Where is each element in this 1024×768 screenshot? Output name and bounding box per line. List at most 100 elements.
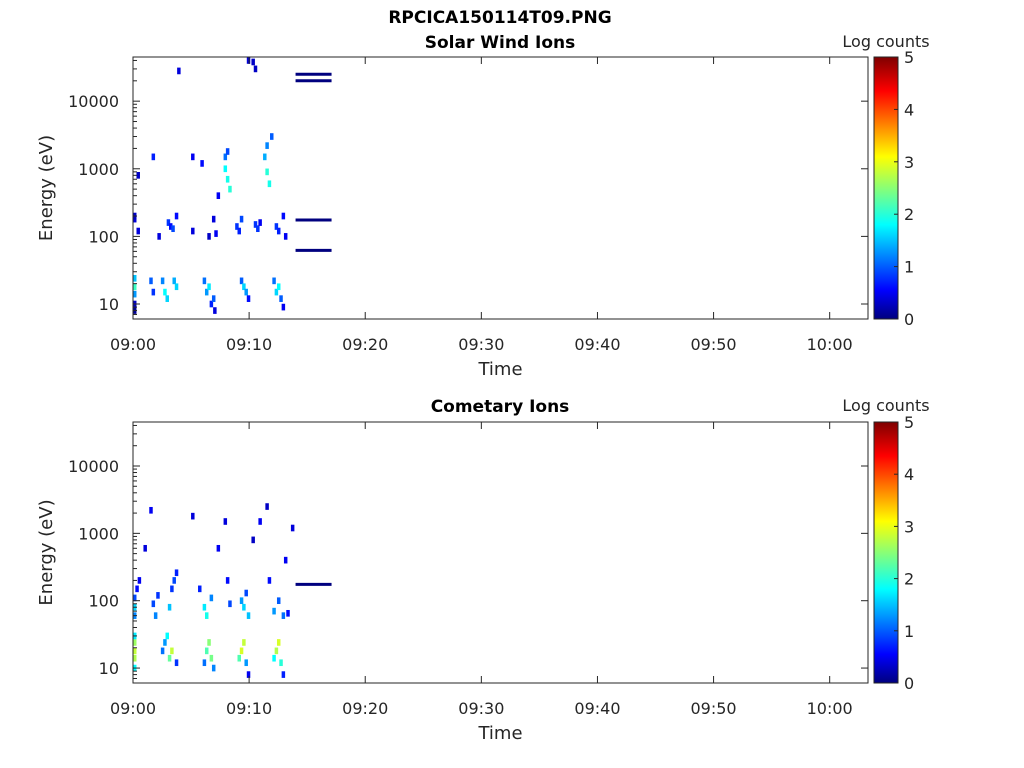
x-tick-label: 09:30 bbox=[458, 699, 504, 718]
heatmap-cell bbox=[235, 223, 239, 230]
heatmap-cell bbox=[151, 288, 156, 296]
plot-area bbox=[133, 57, 868, 319]
heatmap-cell bbox=[207, 639, 211, 646]
colorbar-tick-label: 3 bbox=[904, 517, 914, 536]
heatmap-cell bbox=[267, 577, 272, 584]
heatmap-cell bbox=[174, 569, 179, 577]
heatmap-cell bbox=[133, 654, 137, 662]
colorbar bbox=[873, 421, 899, 684]
heatmap-cell bbox=[242, 603, 246, 611]
heatmap-cell bbox=[149, 506, 153, 514]
heatmap-cell bbox=[191, 227, 195, 235]
x-tick-label: 09:10 bbox=[226, 699, 272, 718]
heatmap-cell bbox=[239, 647, 244, 655]
y-axis-label: Energy (eV) bbox=[36, 135, 57, 241]
heatmap-cell bbox=[267, 180, 272, 188]
y-tick-label: 10 bbox=[99, 659, 119, 678]
heatmap-cell bbox=[237, 654, 241, 662]
axes-box bbox=[132, 56, 869, 320]
heatmap-cell bbox=[276, 227, 281, 235]
heatmap-cell bbox=[213, 307, 217, 314]
heatmap-cell bbox=[207, 283, 211, 291]
heatmap-cell bbox=[153, 612, 158, 619]
heatmap-cell bbox=[276, 283, 281, 291]
colorbar-label: Log counts bbox=[842, 396, 929, 415]
heatmap-cell bbox=[270, 133, 274, 140]
heatmap-cell bbox=[256, 225, 260, 233]
heatmap-cell bbox=[149, 277, 153, 285]
colorbar bbox=[873, 56, 899, 320]
colorbar-tick-label: 0 bbox=[904, 674, 914, 693]
heatmap-cell bbox=[202, 277, 207, 285]
heatmap-cell bbox=[172, 577, 176, 584]
x-tick-label: 09:40 bbox=[574, 335, 620, 354]
colorbar-tick-label: 3 bbox=[904, 153, 914, 172]
heatmap-cell bbox=[160, 647, 165, 655]
heatmap-cell bbox=[272, 607, 276, 615]
heatmap-cell bbox=[216, 192, 221, 200]
heatmap-cell bbox=[171, 225, 175, 233]
x-tick-label: 09:20 bbox=[342, 335, 388, 354]
heatmap-cell bbox=[272, 277, 276, 285]
heatmap-cell bbox=[156, 592, 160, 599]
colorbar-tick-label: 2 bbox=[904, 205, 914, 224]
heatmap-cell bbox=[253, 65, 258, 73]
heatmap-cell bbox=[223, 165, 228, 173]
heatmap-cell bbox=[274, 223, 279, 230]
panel-solar-wind-ions: 09:00 09:10 09:20 09:30 09:40 09:50 10:0010100… bbox=[36, 32, 930, 380]
heatmap-cell bbox=[286, 609, 290, 617]
heatmap-cell bbox=[211, 664, 216, 672]
colorbar-tick-label: 4 bbox=[904, 100, 914, 119]
heatmap-cell bbox=[137, 577, 142, 584]
colorbar-tick-label: 4 bbox=[904, 465, 914, 484]
heatmap-cell bbox=[174, 659, 179, 667]
heatmap-cell bbox=[211, 215, 216, 223]
heatmap-cell bbox=[211, 295, 216, 302]
colorbar-label: Log counts bbox=[842, 32, 929, 51]
heatmap-cell bbox=[163, 639, 167, 646]
heatmap-cell bbox=[166, 219, 171, 226]
heatmap-cell bbox=[253, 221, 258, 228]
heatmap-cell bbox=[191, 153, 195, 161]
panel-cometary-ions: 09:00 09:10 09:20 09:30 09:40 09:50 10:0010100… bbox=[36, 396, 930, 744]
heatmap-cell bbox=[223, 153, 228, 161]
heatmap-cell bbox=[258, 219, 262, 226]
heatmap-cell bbox=[239, 215, 244, 223]
y-tick-label: 100 bbox=[88, 592, 119, 611]
heatmap-cell bbox=[258, 518, 262, 525]
heatmap-cell bbox=[133, 647, 137, 655]
heatmap-cell bbox=[279, 295, 283, 302]
heatmap-cell bbox=[170, 585, 174, 593]
x-tick-label: 09:20 bbox=[342, 699, 388, 718]
panel-title: Cometary Ions bbox=[431, 397, 570, 417]
x-tick-label: 09:40 bbox=[574, 699, 620, 718]
x-tick-label: 09:10 bbox=[226, 335, 272, 354]
colorbar-tick-label: 2 bbox=[904, 570, 914, 589]
heatmap-cell bbox=[246, 671, 251, 678]
heatmap-cell bbox=[242, 639, 246, 646]
y-tick-label: 100 bbox=[88, 227, 119, 246]
heatmap-cell bbox=[174, 212, 179, 220]
heatmap-cell bbox=[265, 503, 269, 510]
colorbar-tick-label: 5 bbox=[904, 48, 914, 67]
heatmap-cell bbox=[281, 212, 286, 220]
heatmap-cell bbox=[216, 544, 221, 552]
heatmap-cell bbox=[228, 185, 232, 193]
heatmap-cell bbox=[133, 639, 137, 646]
heatmap-cell bbox=[172, 277, 176, 285]
heatmap-cell bbox=[163, 288, 167, 296]
heatmap-cell bbox=[204, 612, 209, 619]
heatmap-cell bbox=[151, 153, 156, 161]
colorbar-tick-label: 1 bbox=[904, 258, 914, 277]
colorbar-tick-label: 1 bbox=[904, 622, 914, 641]
y-tick-label: 10 bbox=[99, 295, 119, 314]
heatmap-cell bbox=[209, 300, 214, 308]
heatmap-cell bbox=[167, 654, 172, 662]
heatmap-cell bbox=[225, 175, 230, 183]
x-tick-label: 09:00 bbox=[110, 335, 156, 354]
heatmap-cell bbox=[237, 227, 241, 235]
x-tick-label: 09:50 bbox=[691, 699, 737, 718]
heatmap-cell bbox=[244, 659, 248, 667]
heatmap-cell bbox=[251, 58, 255, 66]
